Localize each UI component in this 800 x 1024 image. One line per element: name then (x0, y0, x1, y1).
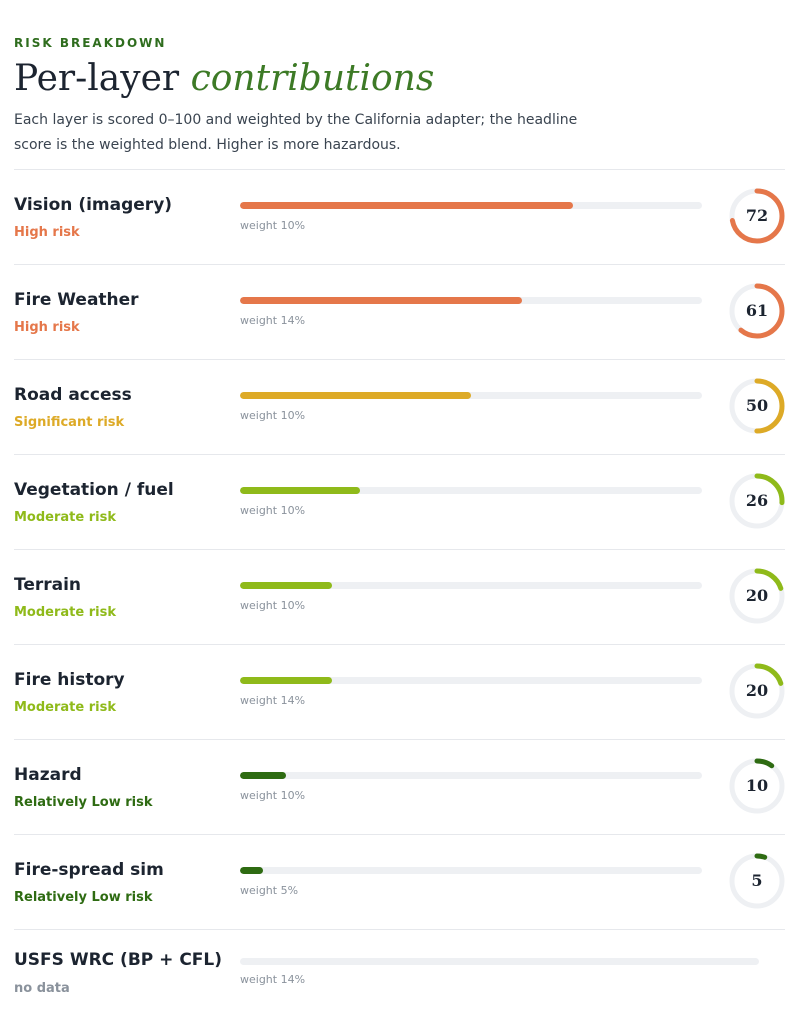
gauge-arc (729, 758, 785, 814)
title-plain: Per-layer (14, 58, 180, 99)
score-bar-fill (240, 202, 573, 209)
gauge-arc (729, 473, 785, 529)
layer-weight: weight 10% (240, 219, 306, 232)
layer-list: Vision (imagery) High risk weight 10% 72 Fir… (14, 169, 785, 1024)
gauge-arc (729, 378, 785, 434)
score-bar-track (240, 392, 702, 399)
gauge-ring (729, 188, 785, 244)
layer-row: Vision (imagery) High risk weight 10% 72 (14, 169, 785, 264)
layer-name: Hazard (14, 765, 82, 785)
gauge-score-value: 50 (745, 396, 769, 415)
score-bar-track (240, 202, 702, 209)
gauge-ring (729, 758, 785, 814)
gauge-score-value: 72 (745, 206, 769, 225)
score-gauge: 5 (727, 851, 787, 911)
score-gauge: 72 (727, 186, 787, 246)
score-gauge: 20 (727, 566, 787, 626)
layer-row: USFS WRC (BP + CFL) no data weight 14% (14, 929, 785, 1024)
layer-name: Terrain (14, 575, 82, 595)
score-gauge: 20 (727, 661, 787, 721)
score-bar-track (240, 958, 759, 965)
score-bar-fill (240, 772, 287, 779)
title-italic: contributions (190, 58, 435, 99)
gauge-arc (729, 853, 785, 909)
gauge-ring (729, 853, 785, 909)
gauge-score-value: 26 (745, 491, 769, 510)
layer-row: Road access Significant risk weight 10% 50 (14, 359, 785, 454)
layer-weight: weight 14% (240, 694, 306, 707)
layer-risk-level: no data (14, 981, 70, 996)
score-gauge: 10 (727, 756, 787, 816)
layer-risk-level: High risk (14, 225, 80, 240)
score-gauge: 26 (727, 471, 787, 531)
layer-weight: weight 5% (240, 884, 299, 897)
score-bar-track (240, 867, 702, 874)
score-bar-track (240, 677, 702, 684)
layer-name: Fire history (14, 670, 125, 690)
score-bar-fill (240, 582, 333, 589)
score-bar-track (240, 582, 702, 589)
gauge-arc (729, 663, 785, 719)
layer-name: Vegetation / fuel (14, 480, 174, 500)
layer-risk-level: Moderate risk (14, 605, 116, 620)
layer-risk-level: Moderate risk (14, 510, 116, 525)
risk-breakdown-eyebrow: RISK BREAKDOWN (14, 36, 167, 50)
page-description: Each layer is scored 0–100 and weighted … (14, 112, 578, 153)
layer-name: Fire-spread sim (14, 860, 164, 880)
layer-name: Vision (imagery) (14, 195, 173, 215)
score-bar-fill (240, 677, 333, 684)
gauge-score-value: 5 (751, 871, 763, 890)
gauge-ring (729, 378, 785, 434)
score-bar-fill (240, 867, 264, 874)
page-title: Per-layer contributions (14, 58, 434, 99)
gauge-ring (729, 473, 785, 529)
layer-row: Fire Weather High risk weight 14% 61 (14, 264, 785, 359)
layer-row: Terrain Moderate risk weight 10% 20 (14, 549, 785, 644)
gauge-ring (729, 663, 785, 719)
gauge-score-value: 20 (745, 681, 769, 700)
layer-name: USFS WRC (BP + CFL) (14, 950, 223, 970)
layer-weight: weight 14% (240, 314, 306, 327)
score-bar-fill (240, 487, 361, 494)
layer-risk-level: Significant risk (14, 415, 125, 430)
score-gauge: 50 (727, 376, 787, 436)
layer-weight: weight 14% (240, 973, 306, 986)
gauge-arc (729, 188, 785, 244)
gauge-ring (729, 568, 785, 624)
layer-row: Vegetation / fuel Moderate risk weight 10%… (14, 454, 785, 549)
layer-name: Road access (14, 385, 132, 405)
score-gauge: 61 (727, 281, 787, 341)
score-bar-fill (240, 392, 471, 399)
gauge-score-value: 20 (745, 586, 769, 605)
gauge-ring (729, 283, 785, 339)
score-bar-track (240, 487, 702, 494)
layer-risk-level: Moderate risk (14, 700, 116, 715)
gauge-arc (729, 283, 785, 339)
gauge-score-value: 10 (745, 776, 769, 795)
layer-weight: weight 10% (240, 789, 306, 802)
layer-row: Fire-spread sim Relatively Low risk weight… (14, 834, 785, 929)
score-bar-track (240, 772, 702, 779)
layer-name: Fire Weather (14, 290, 139, 310)
layer-risk-level: Relatively Low risk (14, 890, 153, 905)
gauge-score-value: 61 (745, 301, 769, 320)
layer-risk-level: High risk (14, 320, 80, 335)
layer-row: Hazard Relatively Low risk weight 10% 10 (14, 739, 785, 834)
layer-weight: weight 10% (240, 409, 306, 422)
layer-weight: weight 10% (240, 599, 306, 612)
score-bar-fill (240, 297, 522, 304)
layer-row: Fire history Moderate risk weight 14% 20 (14, 644, 785, 739)
score-bar-track (240, 297, 702, 304)
layer-weight: weight 10% (240, 504, 306, 517)
gauge-arc (729, 568, 785, 624)
layer-risk-level: Relatively Low risk (14, 795, 153, 810)
